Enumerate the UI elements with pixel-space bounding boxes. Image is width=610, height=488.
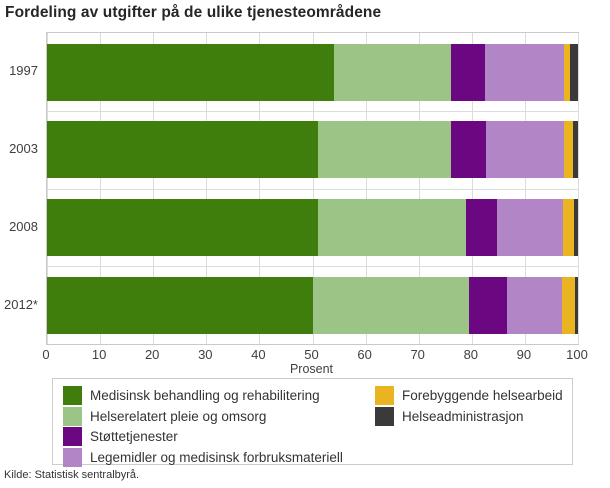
y-axis-label: 2008 <box>9 218 38 234</box>
x-axis-tick-label: 100 <box>566 347 588 362</box>
source-note: Kilde: Statistisk sentralbyrå. <box>4 469 140 481</box>
x-axis-tick-label: 30 <box>198 347 213 362</box>
x-axis-tick-label: 60 <box>357 347 372 362</box>
bar-segment <box>564 121 574 179</box>
x-axis-tick-label: 40 <box>251 347 266 362</box>
legend-item: Forebyggende helsearbeid <box>375 386 563 405</box>
bar-segment <box>562 276 576 334</box>
x-axis-tick-label: 50 <box>304 347 319 362</box>
bar-segment <box>485 121 565 179</box>
bar-segment <box>563 43 570 101</box>
x-axis-tick-label: 70 <box>410 347 425 362</box>
legend-item: Helseadministrasjon <box>375 406 563 426</box>
legend-swatch <box>63 427 82 446</box>
bar-segment <box>317 199 467 256</box>
legend-item: Støttetjenester <box>63 427 375 446</box>
band-separator <box>47 266 578 268</box>
bar-2008 <box>47 199 578 256</box>
bar-segment <box>47 43 334 101</box>
legend-item: Helserelatert pleie og omsorg <box>63 406 375 426</box>
bar-segment <box>333 43 451 101</box>
bar-segment <box>469 276 508 334</box>
legend-label: Forebyggende helsearbeid <box>402 388 563 403</box>
legend-label: Støttetjenester <box>90 429 178 444</box>
x-axis-tick-label: 10 <box>91 347 107 362</box>
band-separator <box>47 110 578 112</box>
bar-segment <box>47 199 318 256</box>
bar-segment <box>497 199 564 256</box>
legend-column: Forebyggende helsearbeid Helseadministras… <box>375 386 563 464</box>
bar-2003 <box>47 121 578 179</box>
legend-swatch <box>63 406 82 426</box>
band-separator <box>47 188 578 190</box>
bar-segment <box>450 121 486 179</box>
legend-label: Helseadministrasjon <box>402 408 524 424</box>
legend-item: Legemidler og medisinsk forbruksmateriel… <box>63 447 375 467</box>
bar-segment <box>573 121 578 179</box>
x-axis-tick-label: 80 <box>463 347 479 362</box>
legend-swatch <box>375 386 394 405</box>
bar-segment <box>47 121 318 179</box>
legend-label: Helserelatert pleie og omsorg <box>90 408 267 424</box>
bar-segment <box>574 199 578 256</box>
x-axis-labels: 0 10 20 30 40 50 60 70 80 90 100 <box>42 347 587 363</box>
bar-segment <box>485 43 564 101</box>
y-axis-label: 1997 <box>9 63 38 79</box>
legend-item: Medisinsk behandling og rehabilitering <box>63 386 375 405</box>
legend-column: Medisinsk behandling og rehabilitering He… <box>63 386 375 467</box>
bar-segment <box>575 276 578 334</box>
plot-area <box>46 32 579 345</box>
legend-swatch <box>63 386 82 405</box>
legend: Medisinsk behandling og rehabilitering He… <box>52 378 573 467</box>
bar-1997 <box>47 43 578 101</box>
y-axis-label: 2003 <box>9 141 38 157</box>
legend-swatch <box>375 406 394 426</box>
y-axis-labels: 1997 2003 2008 2012* <box>0 32 40 343</box>
legend-swatch <box>63 447 82 467</box>
gridline <box>578 33 579 344</box>
bar-segment <box>312 276 470 334</box>
x-axis-title: Prosent <box>289 362 334 376</box>
bar-segment <box>450 43 486 101</box>
x-axis-tick-label: 90 <box>516 347 532 362</box>
legend-label: Medisinsk behandling og rehabilitering <box>90 388 320 403</box>
bar-segment <box>47 276 313 334</box>
chart-title: Fordeling av utgifter på de ulike tjenes… <box>5 4 382 21</box>
y-axis-label: 2012* <box>4 296 38 312</box>
bar-segment <box>563 199 575 256</box>
bar-segment <box>317 121 451 179</box>
legend-label: Legemidler og medisinsk forbruksmateriel… <box>90 449 343 465</box>
bar-segment <box>466 199 498 256</box>
bar-segment <box>507 276 563 334</box>
x-axis-tick-label: 0 <box>42 347 50 362</box>
bar-2012* <box>47 276 578 334</box>
x-axis-tick-label: 20 <box>144 347 160 362</box>
bar-segment <box>569 43 578 101</box>
